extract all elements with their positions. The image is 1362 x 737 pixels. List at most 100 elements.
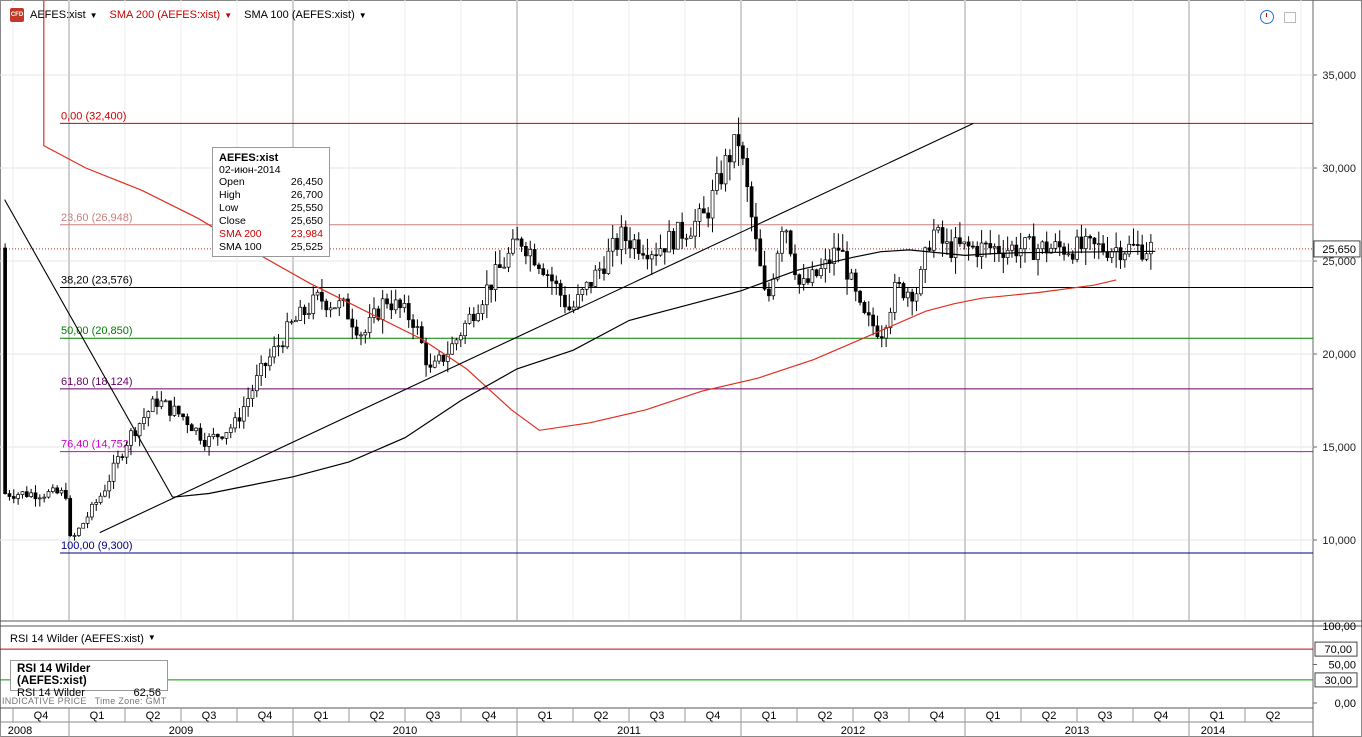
- candle-body: [502, 266, 507, 269]
- fib-label: 38,20 (23,576): [61, 275, 133, 287]
- candle-body: [458, 335, 463, 341]
- candle-body: [658, 248, 663, 256]
- chevron-down-icon: ▼: [224, 10, 233, 20]
- year-label: 2010: [393, 725, 417, 737]
- ohlc-tooltip: AEFES:xist 02-июн-2014 Open 26,450 High 26…: [212, 147, 330, 257]
- candle-body: [524, 246, 528, 257]
- year-label: 2012: [841, 725, 865, 737]
- cfd-icon: CFD: [10, 8, 24, 22]
- candle-body: [1044, 241, 1049, 254]
- candle-body: [914, 293, 919, 302]
- candle-body: [997, 246, 1001, 254]
- candle-body: [176, 405, 181, 415]
- candle-body: [1122, 253, 1127, 261]
- candle-body: [385, 298, 389, 305]
- candle-body: [1027, 236, 1032, 239]
- candle-body: [593, 269, 598, 287]
- candle-body: [498, 264, 502, 268]
- candle-body: [311, 294, 316, 314]
- candle-body: [606, 250, 611, 274]
- candle-body: [233, 417, 237, 429]
- candle-body: [736, 134, 741, 147]
- rsi-selector[interactable]: RSI 14 Wilder (AEFES:xist) ▼: [10, 633, 156, 645]
- candle-body: [72, 535, 77, 537]
- trend-line: [99, 122, 974, 534]
- candle-body: [610, 237, 615, 252]
- tooltip-row-close: Close 25,650: [219, 215, 323, 227]
- candle-body: [215, 433, 220, 438]
- candle-body: [476, 313, 481, 322]
- candle-body: [489, 284, 494, 290]
- candle-body: [936, 227, 941, 231]
- candle-body: [163, 400, 168, 403]
- sma100-selector[interactable]: SMA 100 (AEFES:xist) ▼: [244, 9, 367, 21]
- candle-body: [1140, 244, 1145, 260]
- candle-body: [958, 237, 962, 245]
- candle-body: [267, 356, 272, 367]
- candle-body: [897, 281, 901, 284]
- candle-body: [619, 226, 624, 250]
- candle-body: [1131, 243, 1136, 246]
- symbol-selector[interactable]: AEFES:xist ▼: [30, 9, 98, 21]
- candle-body: [437, 354, 441, 362]
- candle-body: [471, 313, 476, 322]
- candle-body: [320, 291, 324, 302]
- clock-icon[interactable]: [1260, 10, 1274, 24]
- candle-body: [406, 303, 411, 321]
- candle-body: [315, 291, 320, 296]
- candle-body: [984, 242, 988, 245]
- fib-label: 76,40 (14,752): [61, 439, 133, 451]
- candle-body: [211, 433, 216, 437]
- candle-body: [597, 268, 602, 271]
- candle-body: [59, 489, 64, 494]
- quarter-label: Q1: [314, 710, 329, 722]
- candle-body: [827, 259, 832, 264]
- candle-body: [975, 245, 980, 257]
- candle-body: [228, 427, 233, 433]
- sma200-selector[interactable]: SMA 200 (AEFES:xist) ▼: [110, 9, 233, 21]
- candle-body: [845, 251, 849, 280]
- candle-body: [454, 339, 459, 345]
- candle-body: [237, 417, 242, 422]
- chevron-down-icon: ▼: [147, 633, 156, 642]
- candle-body: [793, 253, 797, 276]
- candle-body: [16, 494, 20, 499]
- candle-body: [1070, 253, 1075, 260]
- candle-body: [493, 264, 498, 290]
- candle-body: [511, 238, 515, 254]
- candle-body: [428, 364, 433, 368]
- candle-body: [1066, 253, 1071, 256]
- candle-body: [979, 242, 984, 257]
- candle-body: [810, 269, 815, 283]
- quarter-label: Q1: [90, 710, 105, 722]
- quarter-label: Q2: [818, 710, 833, 722]
- rsi-level-label: 30,00: [1324, 675, 1352, 687]
- candle-body: [701, 208, 706, 214]
- y-tick-label: 25,000: [1322, 256, 1356, 268]
- save-icon[interactable]: [1284, 12, 1296, 23]
- candle-body: [419, 326, 424, 344]
- candle-body: [150, 398, 155, 412]
- candle-body: [584, 281, 589, 290]
- candle-body: [111, 462, 116, 482]
- candle-body: [1062, 246, 1066, 255]
- candle-body: [85, 516, 90, 524]
- y-tick-label: 20,000: [1322, 349, 1356, 361]
- candle-body: [532, 249, 537, 266]
- candle-body: [788, 230, 793, 255]
- year-label: 2008: [8, 725, 32, 737]
- candle-body: [354, 326, 359, 336]
- candle-body: [905, 291, 910, 299]
- sma100-label: SMA 100 (AEFES:xist): [244, 9, 355, 21]
- y-tick-label: 15,000: [1322, 442, 1356, 454]
- candle-body: [64, 489, 68, 499]
- candle-body: [1014, 244, 1019, 257]
- year-label: 2014: [1201, 725, 1225, 737]
- tooltip-row-open: Open 26,450: [219, 176, 323, 188]
- candle-body: [953, 237, 958, 258]
- candle-body: [723, 155, 728, 185]
- candle-body: [289, 321, 294, 324]
- candle-body: [333, 307, 337, 310]
- candle-body: [1005, 249, 1010, 258]
